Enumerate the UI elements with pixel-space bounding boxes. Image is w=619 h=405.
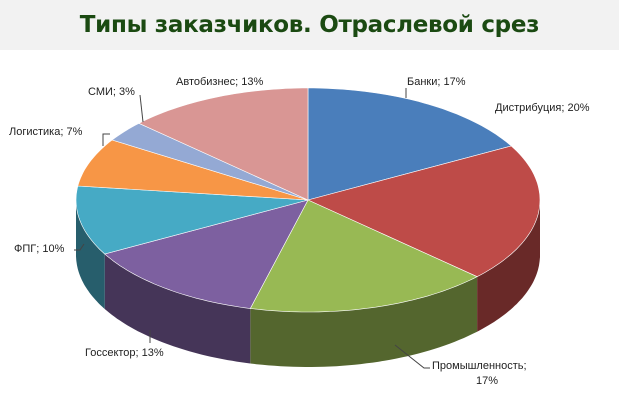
pie-slice-Промышленность [249, 199, 478, 313]
leader-line [102, 133, 110, 146]
leader-line [394, 344, 430, 369]
pie-side-Госсектор [104, 254, 251, 364]
pie-side-Дистрибуция [477, 200, 540, 332]
label-banki: Банки; 17% [407, 76, 466, 88]
label-fpg: ФПГ; 10% [14, 243, 65, 255]
label-industry-1: Промышленность; [432, 360, 527, 372]
leader-line [139, 94, 144, 123]
pie-slice-Логистика [77, 139, 309, 201]
pie-slice-Госсектор [104, 199, 309, 309]
pie-slice-СМИ [111, 122, 309, 201]
label-distribution: Дистрибуция; 20% [495, 102, 590, 114]
pie-slice-ФПГ [75, 185, 309, 255]
label-media: СМИ; 3% [88, 86, 135, 98]
label-gov: Госсектор; 13% [85, 347, 164, 359]
pie-slice-Автобизнес [138, 87, 309, 201]
chart-title: Типы заказчиков. Отраслевой срез [79, 12, 540, 38]
pie-slice-Банки [307, 87, 512, 201]
leader-line [74, 243, 85, 251]
label-auto: Автобизнес; 13% [176, 76, 264, 88]
title-bar: Типы заказчиков. Отраслевой срез [0, 0, 619, 50]
label-logistics: Логистика; 7% [9, 126, 83, 138]
label-industry-2: 17% [476, 375, 499, 387]
pie-slice-Дистрибуция [307, 145, 541, 278]
pie-side-ФПГ [76, 200, 105, 309]
pie-side-Промышленность [250, 276, 478, 367]
